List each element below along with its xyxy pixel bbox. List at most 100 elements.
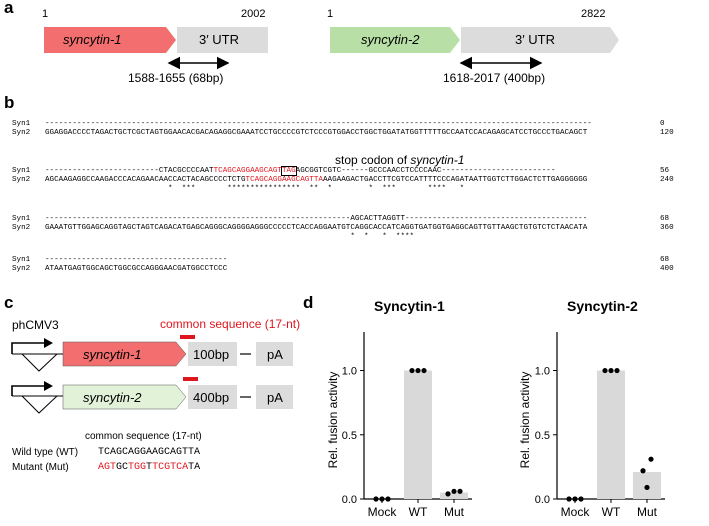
sequence-name: Syn1 [12,120,31,128]
bar-mut [632,472,662,499]
stop-codon-gene: syncytin-1 [410,153,465,167]
alignment-row-syn2: Syn2 ATAATGAGTGGCAGCTGGCGCCAGGGAACGATGGCC… [12,265,674,273]
data-point [373,496,379,502]
common-sequence-highlight: TCAGCAGGAAGCAGT [213,167,282,175]
data-point [445,491,451,497]
gene2-name: syncytin-2 [361,32,420,47]
data-point [385,496,391,502]
mutated-bases: AGT [98,462,117,473]
panel-label-c: c [4,293,14,312]
syncytin1-utr-box [177,27,268,53]
promoter-triangle-1 [20,353,59,372]
sequence-name: Syn1 [12,215,31,223]
sequence-name: Syn1 [12,256,31,264]
bar-wt [596,370,626,499]
common-sequence-highlight: TCAGCAGGAAGCAGTTA [245,176,323,184]
unchanged-bases: T [146,462,153,473]
common-seq-mark-2 [183,377,198,381]
data-point [608,367,614,374]
sequence-name: Syn2 [12,129,31,137]
data-point [648,456,654,462]
position-number: 120 [660,129,674,137]
seq-title: common sequence (17-nt) [85,431,202,442]
sequence-name: Syn2 [12,224,31,232]
gene2-end: 2822 [581,8,606,20]
sequence-name: Syn2 [12,176,31,184]
data-point [457,488,463,494]
syncytin1-cds-arrow [44,27,176,53]
data-point [640,468,646,474]
data-point [602,367,608,374]
data-point [614,367,620,374]
chart2-title: Syncytin-2 [567,298,638,314]
sequence-name: Syn1 [12,167,31,175]
stop-codon-text: stop codon of [335,153,411,167]
gene2-range: 1618-2017 (400bp) [443,71,546,85]
unchanged-bases: GC [116,462,129,473]
position-number: 68 [660,215,670,223]
stop-codon-label: stop codon of syncytin-1 [335,153,464,167]
data-point [566,496,572,502]
data-point [644,484,650,491]
panel-label-a: a [4,0,14,17]
x-tick-label: Mock [368,505,398,519]
gene2-start: 1 [327,8,334,20]
panel-a-diagram [44,27,619,70]
data-point [572,496,578,502]
mutated-bases: TGG [128,462,147,473]
position-number: 0 [660,120,665,128]
x-tick-label: WT [602,505,621,519]
alignment-row-syn1: Syn1 ------------------------------------… [12,256,670,264]
alignment-row-syn2: Syn2 GAAATGTTGGAGCAGGTAGCTAGTCAGACATGAGCA… [12,224,674,232]
position-number: 400 [660,265,674,273]
alignment-row-syn1: Syn1 ------------------------------------… [12,120,665,128]
construct1-gene: syncytin-1 [83,347,142,362]
alignment-row-syn2: Syn2 AGCAAGAGGCCAAGACCCACAGAACAACCACTACAG… [12,176,674,184]
alignment-row-syn1: Syn1 ------------------------------------… [12,215,670,223]
construct2-gene: syncytin-2 [83,390,142,405]
y-tick-label: 1.0 [535,366,550,378]
stop-codon-box: TAG [280,166,297,176]
panel-label-b: b [4,93,15,112]
alignment-row-syn2: Syn2 GGAGGACCCCTAGACTGCTCGCTAGTGGAACACGAC… [12,129,674,137]
panel-label-d: d [303,293,314,312]
promoter-arrow-1 [11,342,44,354]
syncytin2-cds-arrow [330,27,460,53]
gene1-name: syncytin-1 [63,32,122,47]
common-seq-label: common sequence (17-nt) [160,317,301,331]
gene1-start: 1 [42,8,49,20]
syncytin2-utr-box [461,27,619,53]
y-tick-label: 1.0 [342,366,357,378]
x-tick-label: Mock [561,505,591,519]
position-number: 56 [660,167,670,175]
y-tick-label: 0.0 [342,494,357,506]
conservation-line: * * * **** [45,233,415,241]
bar-mut [439,492,469,499]
y-tick-label: 0.5 [342,430,357,442]
data-point [409,367,415,374]
x-tick-label: Mut [637,505,658,519]
promoter-triangle-2 [20,395,59,414]
construct1-utr: 100bp [193,347,230,362]
position-number: 68 [660,256,670,264]
promoter-arrow-2 [11,385,44,396]
data-point [379,496,385,502]
gene1-utr-label: 3′ UTR [199,32,239,47]
data-point [421,367,427,374]
gene2-utr-label: 3′ UTR [515,32,555,47]
construct2-pa: pA [267,390,283,405]
unchanged-bases: TA [188,462,201,473]
mut-sequence: AGTGCTGGTTCGTCATA [98,462,200,473]
promoter-label: phCMV3 [12,318,59,332]
construct2-utr: 400bp [193,390,230,405]
data-point [578,496,584,502]
construct1-pa: pA [267,347,283,362]
bar-wt [403,370,433,499]
mut-label: Mutant (Mut) [12,462,69,473]
y-tick-label: 0.5 [535,430,550,442]
wt-label: Wild type (WT) [12,447,79,458]
mutated-bases: TCGTCA [152,462,189,473]
sequence-name: Syn2 [12,265,31,273]
data-point [451,488,457,494]
data-point [415,367,421,374]
